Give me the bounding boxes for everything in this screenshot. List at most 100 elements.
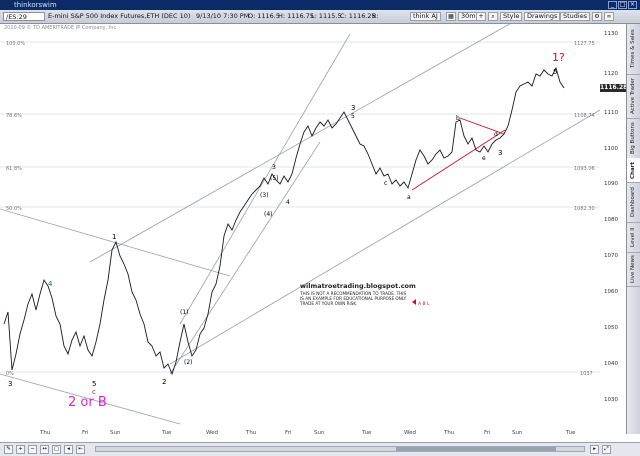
annotation-site: wilmatroetrading.blogspot.com xyxy=(300,282,416,290)
wave-label-d: d xyxy=(494,131,498,138)
wave-label-1-paren: (1) xyxy=(180,309,189,316)
time-tick: Tue xyxy=(162,430,172,436)
channel-upper xyxy=(89,24,511,263)
price-tick: 1050 xyxy=(604,325,618,331)
time-tick: Tue xyxy=(362,430,372,436)
wave-label-c-red: c xyxy=(92,388,96,396)
tab-times-sales[interactable]: Times & Sales xyxy=(627,24,640,75)
price-tick: 1130 xyxy=(604,31,618,37)
wave-label-4-mid: 4 xyxy=(286,199,290,206)
last-price-badge: 1116.28 xyxy=(600,84,628,92)
price-tick: 1110 xyxy=(604,110,618,116)
fit-icon[interactable]: ▢ xyxy=(52,445,61,454)
wave-label-5-top: 5 xyxy=(351,113,355,120)
fib-value-618: 1093.06 xyxy=(574,166,595,172)
annotation-line-2: IS AN EXAMPLE FOR EDUCATIONAL PURPOSE ON… xyxy=(300,296,407,301)
zoom-in-icon[interactable]: + xyxy=(16,445,25,454)
time-tick: Fri xyxy=(285,430,292,436)
wave-label-5-low: 5 xyxy=(92,380,96,388)
style-button[interactable]: Style xyxy=(500,12,523,21)
wave-label-3-paren: (3) xyxy=(260,192,269,199)
fib-value-0: 1037 xyxy=(580,371,593,377)
scroll-left-icon[interactable]: ◂ xyxy=(64,445,73,454)
wave-label-4-paren: (4) xyxy=(264,211,273,218)
wave-label-1q: 1? xyxy=(552,51,565,64)
annotation-line-3: TRADE AT YOUR OWN RISK. xyxy=(299,301,358,306)
price-tick: 1030 xyxy=(604,397,618,403)
settings-icon[interactable]: ⚙ xyxy=(592,12,602,21)
drawings-button[interactable]: Drawings xyxy=(524,12,561,21)
right-sidebar: Times & Sales Active Trader Big Buttons … xyxy=(626,24,640,434)
fib-label-500: 50.0% xyxy=(6,206,22,212)
fib-label-100: 100.0% xyxy=(6,41,25,47)
close-icon[interactable]: × xyxy=(628,1,637,9)
time-tick: Thu xyxy=(40,430,51,436)
tab-live-news[interactable]: Live News xyxy=(627,252,640,287)
symbol-input[interactable]: /ES:29 xyxy=(3,12,45,21)
red-wedge-lower xyxy=(411,129,506,191)
crosshair-icon[interactable]: + xyxy=(476,12,486,21)
think-button[interactable]: think AJ xyxy=(410,12,441,21)
pan-icon[interactable]: ↔ xyxy=(40,445,49,454)
wave-label-3-low: 3 xyxy=(8,380,12,388)
tab-level-ii[interactable]: Level II xyxy=(627,222,640,253)
wave-label-5-mid: (5) xyxy=(270,175,279,182)
annotation-marker: A B L xyxy=(418,301,430,307)
wave-label-5-high: 5 xyxy=(553,68,557,76)
chart-copyright: 2010-09 © TD AMERITRADE IP Company, Inc. xyxy=(4,25,118,31)
wave-label-1: 1 xyxy=(112,233,116,241)
studies-button[interactable]: Studies xyxy=(560,12,591,21)
channel-lower xyxy=(169,109,600,365)
tab-chart[interactable]: Chart xyxy=(627,158,640,183)
trend-line-1 xyxy=(0,208,231,277)
fib-value-786: 1108.74 xyxy=(574,113,595,119)
zoom-icon[interactable]: ⌕ xyxy=(488,12,498,21)
time-axis: Thu Fri Sun Tue Wed Thu Fri Sun Tue Wed … xyxy=(0,425,600,442)
close-value: C: 1116.25 xyxy=(340,12,376,20)
price-line xyxy=(3,66,565,376)
scroll-home-icon[interactable]: ⇤ xyxy=(76,445,85,454)
time-tick: Thu xyxy=(444,430,455,436)
time-tick: Sun xyxy=(110,430,121,436)
tab-active-trader[interactable]: Active Trader xyxy=(627,74,640,119)
minimize-icon[interactable]: _ xyxy=(608,1,617,9)
wave-label-3-right: 3 xyxy=(498,149,502,157)
annotation-line-1: THIS IS NOT A RECOMMENDATION TO TRADE. T… xyxy=(299,291,407,296)
wave-label-e: e xyxy=(482,155,486,162)
price-tick: 1090 xyxy=(604,181,618,187)
grid-icon[interactable]: ▦ xyxy=(446,12,456,21)
wave-label-c: c xyxy=(384,180,387,187)
link-icon[interactable]: ∞ xyxy=(604,12,614,21)
fib-label-786: 78.6% xyxy=(6,113,22,119)
trend-line-4 xyxy=(169,141,321,375)
time-tick: Wed xyxy=(206,430,218,436)
red-wedge-upper xyxy=(459,117,505,135)
instrument-description: E-mini S&P 500 Index Futures,ETH (DEC 10… xyxy=(48,12,191,20)
price-tick: 1080 xyxy=(604,217,618,223)
scroll-thumb[interactable] xyxy=(396,447,556,451)
low-value: L: 1115.5 xyxy=(311,12,342,20)
expand-icon[interactable]: ⤢ xyxy=(602,445,611,454)
time-scrollbar[interactable] xyxy=(95,446,585,452)
time-tick: Sun xyxy=(512,430,523,436)
price-tick: 1060 xyxy=(604,289,618,295)
tab-big-buttons[interactable]: Big Buttons xyxy=(627,118,640,159)
price-scale[interactable]: 1130 1120 1110 1100 1090 1080 1070 1060 … xyxy=(600,24,627,434)
maximize-icon[interactable]: □ xyxy=(618,1,627,9)
scroll-right-icon[interactable]: ▸ xyxy=(590,445,599,454)
wave-label-green-4: 4 xyxy=(48,280,53,288)
annotation-arrow-icon xyxy=(412,299,416,305)
drawing-tool-icon[interactable]: ✎ xyxy=(4,445,13,454)
wave-label-a: a xyxy=(407,194,411,201)
time-tick: Fri xyxy=(484,430,491,436)
tab-dashboard[interactable]: Dashboard xyxy=(627,182,640,223)
wave-label-3-mid: 3 xyxy=(272,164,276,171)
title-bar: thinkorswim _ □ × xyxy=(0,0,640,10)
app-title: thinkorswim xyxy=(14,1,57,9)
price-chart[interactable]: 2010-09 © TD AMERITRADE IP Company, Inc. xyxy=(0,24,601,434)
time-tick: Wed xyxy=(404,430,416,436)
fib-label-618: 61.8% xyxy=(6,166,22,172)
zoom-out-icon[interactable]: − xyxy=(28,445,37,454)
price-tick: 1070 xyxy=(604,253,618,259)
chart-canvas: 3 5 1? 5 1 2 3 5 c 2 or B 4 3 (5) (3) (4… xyxy=(0,24,600,425)
